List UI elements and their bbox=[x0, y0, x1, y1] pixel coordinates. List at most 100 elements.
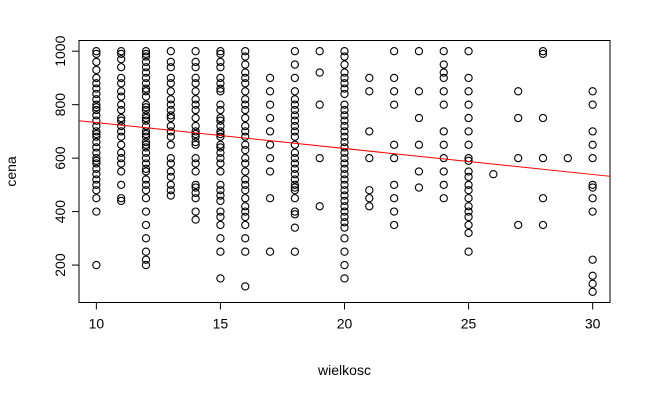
data-point bbox=[241, 132, 250, 141]
data-point bbox=[290, 73, 300, 83]
data-point bbox=[117, 196, 126, 206]
data-point bbox=[340, 73, 349, 83]
data-point bbox=[117, 127, 126, 136]
data-point bbox=[216, 113, 225, 123]
data-point bbox=[439, 180, 448, 190]
y-tick-label: 1000 bbox=[52, 35, 68, 66]
data-point bbox=[92, 65, 101, 75]
data-point bbox=[290, 100, 300, 109]
data-point bbox=[290, 127, 300, 136]
data-point bbox=[216, 153, 225, 163]
data-point bbox=[216, 220, 225, 230]
data-point bbox=[315, 68, 324, 77]
data-point bbox=[117, 100, 126, 109]
data-point bbox=[389, 73, 399, 83]
data-point bbox=[265, 87, 275, 96]
data-point bbox=[365, 87, 374, 96]
data-point bbox=[439, 127, 448, 136]
data-point bbox=[340, 153, 349, 163]
data-point bbox=[389, 87, 399, 96]
data-point bbox=[290, 207, 300, 216]
data-point bbox=[191, 127, 200, 136]
data-point bbox=[439, 194, 448, 203]
data-point bbox=[290, 116, 300, 125]
data-point bbox=[241, 194, 250, 203]
data-point bbox=[166, 191, 175, 200]
data-point bbox=[439, 153, 448, 163]
data-point bbox=[141, 84, 151, 93]
data-point bbox=[92, 105, 101, 115]
data-point bbox=[92, 57, 101, 67]
data-point bbox=[92, 159, 101, 168]
data-point bbox=[340, 223, 349, 232]
data-point bbox=[92, 73, 101, 83]
data-point bbox=[538, 220, 548, 230]
data-point bbox=[265, 140, 275, 149]
data-point bbox=[365, 194, 374, 203]
data-point bbox=[191, 63, 200, 72]
data-point bbox=[92, 103, 101, 112]
data-point bbox=[241, 140, 250, 149]
data-point bbox=[216, 191, 225, 200]
data-point bbox=[265, 127, 275, 136]
data-point bbox=[340, 60, 349, 69]
data-point bbox=[117, 49, 126, 59]
data-point bbox=[389, 207, 399, 216]
data-point bbox=[141, 159, 151, 168]
data-point bbox=[241, 113, 250, 123]
data-point bbox=[265, 153, 275, 163]
data-point bbox=[340, 137, 349, 147]
data-point bbox=[191, 105, 200, 115]
data-point bbox=[191, 188, 200, 198]
data-point bbox=[166, 95, 175, 104]
data-point bbox=[117, 47, 126, 56]
data-point bbox=[588, 100, 597, 109]
data-point bbox=[365, 127, 374, 136]
data-point bbox=[241, 159, 250, 168]
data-point bbox=[340, 186, 349, 195]
data-point bbox=[290, 47, 300, 56]
data-point bbox=[166, 47, 175, 56]
data-point bbox=[141, 143, 151, 152]
data-point bbox=[464, 113, 473, 123]
data-point bbox=[365, 202, 374, 211]
data-point bbox=[588, 180, 597, 190]
data-point bbox=[290, 111, 300, 120]
data-point bbox=[290, 159, 300, 168]
data-point bbox=[290, 121, 300, 131]
data-point bbox=[340, 207, 349, 216]
data-point bbox=[340, 196, 349, 206]
data-point bbox=[117, 153, 126, 163]
data-point bbox=[414, 113, 424, 123]
data-point bbox=[290, 105, 300, 115]
data-point bbox=[588, 183, 597, 192]
y-axis-label: cena bbox=[3, 156, 19, 187]
data-point bbox=[141, 100, 151, 109]
data-point bbox=[290, 247, 300, 256]
data-point bbox=[340, 52, 349, 61]
data-point bbox=[216, 57, 225, 67]
data-point bbox=[464, 186, 473, 195]
data-point bbox=[290, 148, 300, 157]
data-point bbox=[538, 194, 548, 203]
data-point bbox=[92, 49, 101, 59]
data-point bbox=[216, 127, 225, 136]
data-point bbox=[514, 87, 523, 96]
x-axis: 10 15 20 25 30 bbox=[89, 302, 601, 332]
data-point bbox=[92, 175, 101, 184]
y-tick-label: 600 bbox=[52, 146, 68, 170]
data-point bbox=[141, 207, 151, 216]
data-point bbox=[464, 87, 473, 96]
data-point bbox=[414, 183, 424, 192]
data-point bbox=[241, 234, 250, 243]
data-point bbox=[141, 234, 151, 243]
data-point bbox=[141, 153, 151, 163]
data-point bbox=[166, 111, 175, 120]
data-point bbox=[340, 127, 349, 136]
data-point bbox=[439, 60, 448, 69]
data-point bbox=[538, 153, 548, 163]
data-point bbox=[166, 79, 175, 88]
data-point bbox=[117, 79, 126, 88]
data-point bbox=[216, 132, 225, 141]
